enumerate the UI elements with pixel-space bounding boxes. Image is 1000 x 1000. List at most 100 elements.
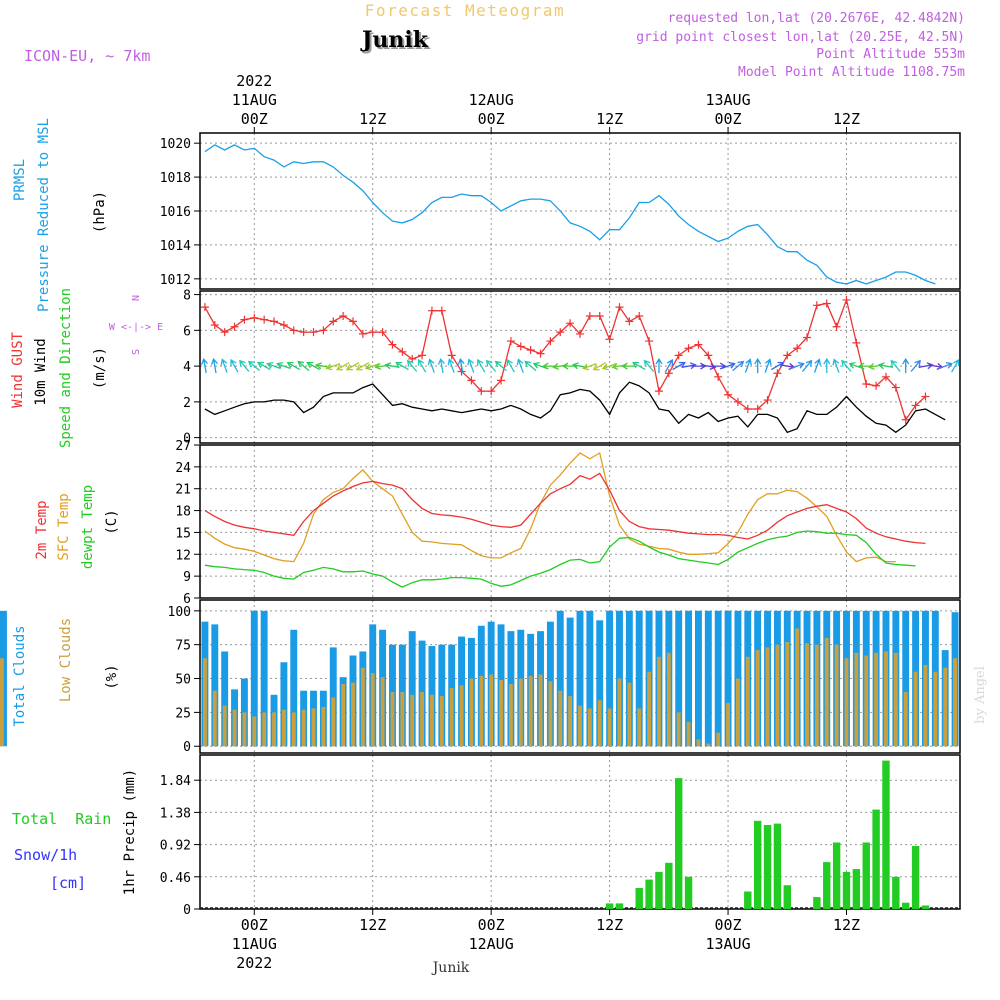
panel-frame (199, 290, 961, 444)
compass-n: N (131, 295, 142, 301)
low-cloud-bar (538, 674, 543, 747)
temp-labels: 2m Temp SFC Temp dewpt Temp (C) (34, 485, 120, 569)
low-cloud-bar (370, 673, 375, 747)
tempsfc-label: SFC Temp (56, 493, 72, 560)
top-tick-label: 11AUG (232, 91, 277, 109)
total-cloud-bar (685, 610, 693, 747)
gust-marker (743, 405, 752, 414)
low-cloud-bar (222, 705, 227, 747)
wind-arrow (325, 363, 341, 371)
total-cloud-bar (240, 678, 248, 747)
wind-arrow (802, 359, 813, 372)
wind-arrow (210, 357, 218, 374)
gust-marker (418, 351, 427, 360)
bottom-tick-label: 13AUG (705, 935, 750, 953)
gust-marker (220, 328, 229, 337)
rain-bar (615, 903, 624, 909)
bottom-tick-label: 00Z (241, 916, 268, 934)
wind-arrow (902, 357, 910, 374)
wind-arrow (813, 358, 822, 373)
wind-arrow (632, 361, 646, 371)
gust-marker (398, 347, 407, 356)
ytick-label: 1012 (160, 273, 191, 288)
wind-arrow (395, 361, 409, 371)
location-title: Junik (360, 27, 429, 53)
gust-marker (615, 303, 624, 312)
precip-unit: 1hr Precip (mm) (122, 769, 138, 895)
low-cloud-bar (262, 712, 267, 747)
wind-arrow (437, 357, 445, 374)
low-cloud-bar (439, 696, 444, 747)
rain-bar (872, 809, 880, 909)
total-cloud-bar (408, 631, 416, 747)
low-cloud-bar (351, 682, 355, 747)
total-cloud-bar (714, 610, 722, 747)
total-cloud-bar (260, 610, 268, 747)
total-cloud-bar (625, 610, 633, 747)
low-cloud-bar (933, 671, 938, 747)
low-cloud-bar (805, 643, 809, 747)
precip-panel: 0 0.46 0.92 1.38 1.84 (160, 754, 961, 918)
gust-marker (773, 369, 782, 378)
gust-marker (605, 335, 614, 344)
wind-arrow (200, 357, 208, 374)
top-tick-label: 00Z (715, 110, 742, 128)
low-cloud-bar (637, 708, 642, 747)
low-cloud-bar (558, 690, 563, 747)
total-cloud-bar (694, 610, 702, 747)
gust-marker (368, 328, 377, 337)
gust-marker (872, 381, 881, 390)
suptitle: Forecast Meteogram (365, 1, 565, 20)
pressure-line (204, 144, 936, 285)
ytick-label: 12 (175, 548, 191, 563)
low-clouds-label: Low Clouds (58, 618, 74, 702)
gust-marker (427, 306, 436, 315)
bottom-tick-label: 12Z (596, 916, 623, 934)
ytick-label: 75 (175, 639, 191, 654)
total-cloud-bar (606, 610, 614, 747)
wind-arrow (582, 363, 597, 371)
top-tick-label: 12Z (833, 110, 860, 128)
ytick-label: 27 (175, 439, 191, 454)
bottom-tick-label: 11AUG (232, 935, 277, 953)
gust-marker (319, 326, 328, 335)
wind-arrow (286, 361, 301, 371)
gust-marker (388, 340, 397, 349)
wind-arrow (417, 358, 427, 373)
low-cloud-bar (676, 712, 681, 747)
snow-unit: [cm] (50, 874, 86, 892)
low-cloud-bar (834, 644, 839, 747)
ytick-label: 25 (175, 706, 191, 721)
ytick-label: 1.84 (160, 774, 191, 789)
ytick-label: 15 (175, 526, 191, 541)
low-cloud-bar (795, 628, 800, 747)
rain-bar (813, 897, 821, 909)
total-cloud-bar (221, 651, 229, 747)
low-cloud-bar (647, 671, 652, 747)
rain-bar (823, 862, 831, 909)
rain-bar (911, 846, 920, 909)
total-cloud-bar (211, 624, 219, 747)
wind-arrow (247, 360, 261, 372)
low-cloud-bar (785, 641, 790, 747)
wind-arrow (355, 362, 370, 371)
low-cloud-bar (420, 692, 425, 747)
total-cloud-bar (290, 629, 298, 747)
low-cloud-bar (735, 678, 740, 747)
low-cloud-bar (341, 683, 346, 747)
gust-marker (704, 351, 713, 360)
temp-unit: (C) (104, 509, 120, 534)
sfc-temp-line (204, 451, 896, 563)
rain-bar (902, 902, 910, 909)
rain-bar (832, 842, 841, 909)
low-cloud-bar (874, 652, 879, 747)
wind-arrow (364, 363, 380, 371)
gust-marker (793, 344, 802, 353)
low-cloud-bar (854, 652, 859, 747)
wind-arrow (890, 359, 901, 372)
wind-arrow (744, 358, 752, 373)
gust-marker (289, 326, 298, 335)
